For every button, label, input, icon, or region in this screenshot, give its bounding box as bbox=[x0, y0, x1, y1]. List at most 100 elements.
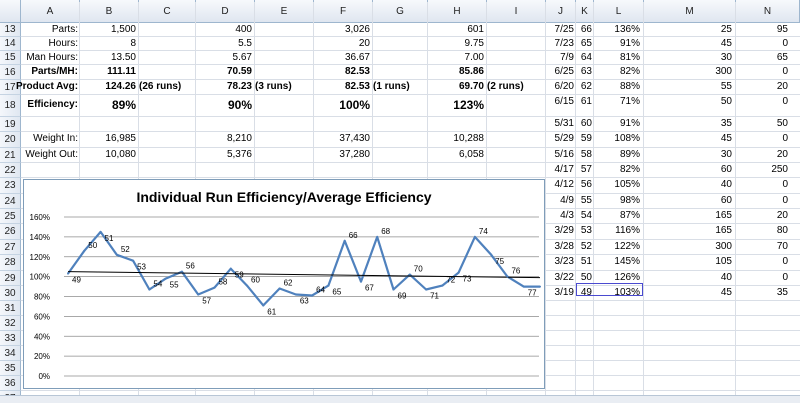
run-cell-n[interactable]: 35 bbox=[776, 287, 788, 298]
run-cell-m[interactable]: 55 bbox=[720, 81, 732, 92]
run-cell-j[interactable]: 6/20 bbox=[554, 81, 574, 92]
run-cell-m[interactable]: 105 bbox=[715, 256, 732, 267]
label-man-hours[interactable]: Man Hours: bbox=[26, 52, 78, 63]
cell-h-parts-mh[interactable]: 85.86 bbox=[458, 66, 484, 77]
cell-b-runs[interactable]: (26 runs) bbox=[139, 81, 182, 92]
run-cell-n[interactable]: 0 bbox=[782, 38, 788, 49]
cell-b-weight-in[interactable]: 16,985 bbox=[105, 133, 136, 144]
column-header-g[interactable]: G bbox=[373, 0, 428, 23]
run-cell-l[interactable]: 82% bbox=[619, 164, 640, 175]
run-cell-l[interactable]: 122% bbox=[614, 241, 640, 252]
select-all-corner[interactable] bbox=[0, 0, 21, 23]
run-cell-n[interactable]: 0 bbox=[782, 195, 788, 206]
cell-h-parts[interactable]: 601 bbox=[467, 24, 484, 35]
run-cell-l[interactable]: 89% bbox=[619, 149, 640, 160]
cell-f-hours[interactable]: 20 bbox=[358, 38, 370, 49]
row-header[interactable]: 26 bbox=[0, 224, 21, 240]
run-cell-l[interactable]: 136% bbox=[614, 24, 640, 35]
cell-f-parts[interactable]: 3,026 bbox=[344, 24, 370, 35]
label-weight-out[interactable]: Weight Out: bbox=[25, 149, 78, 160]
row-header[interactable]: 29 bbox=[0, 271, 21, 286]
row-header[interactable]: 19 bbox=[0, 117, 21, 132]
cell-h-weight-out[interactable]: 6,058 bbox=[458, 149, 484, 160]
run-cell-m[interactable]: 300 bbox=[715, 66, 732, 77]
run-cell-k[interactable]: 51 bbox=[580, 256, 592, 267]
row-header[interactable]: 31 bbox=[0, 301, 21, 316]
label-weight-in[interactable]: Weight In: bbox=[33, 133, 78, 144]
run-cell-j[interactable]: 3/22 bbox=[554, 272, 574, 283]
run-cell-j[interactable]: 6/15 bbox=[554, 96, 574, 107]
run-cell-n[interactable]: 0 bbox=[782, 256, 788, 267]
cell-d-parts-mh[interactable]: 70.59 bbox=[226, 66, 252, 77]
run-cell-m[interactable]: 50 bbox=[720, 96, 732, 107]
row-header[interactable]: 33 bbox=[0, 331, 21, 346]
row-header[interactable]: 30 bbox=[0, 286, 21, 301]
cell-h-man-hours[interactable]: 7.00 bbox=[464, 52, 484, 63]
row-header[interactable]: 25 bbox=[0, 209, 21, 224]
cell-d-weight-out[interactable]: 5,376 bbox=[226, 149, 252, 160]
run-cell-n[interactable]: 95 bbox=[776, 24, 788, 35]
row-header[interactable]: 13 bbox=[0, 23, 21, 37]
column-header-d[interactable]: D bbox=[196, 0, 255, 23]
cell-f-efficiency[interactable]: 100% bbox=[339, 98, 370, 112]
run-cell-l[interactable]: 88% bbox=[619, 81, 640, 92]
run-cell-m[interactable]: 30 bbox=[720, 149, 732, 160]
run-cell-k[interactable]: 57 bbox=[580, 164, 592, 175]
column-header-b[interactable]: B bbox=[80, 0, 139, 23]
run-cell-j[interactable]: 3/28 bbox=[554, 241, 574, 252]
run-cell-j[interactable]: 3/19 bbox=[554, 287, 574, 298]
cell-b-parts-mh[interactable]: 111.11 bbox=[107, 66, 136, 77]
cell-b-parts[interactable]: 1,500 bbox=[110, 24, 136, 35]
row-header[interactable]: 27 bbox=[0, 240, 21, 255]
label-product-avg[interactable]: Product Avg: bbox=[16, 81, 79, 92]
run-cell-k[interactable]: 63 bbox=[580, 66, 592, 77]
run-cell-m[interactable]: 35 bbox=[720, 118, 732, 129]
run-cell-l[interactable]: 145% bbox=[614, 256, 640, 267]
row-header[interactable]: 32 bbox=[0, 316, 21, 331]
run-cell-k[interactable]: 66 bbox=[580, 24, 592, 35]
run-cell-j[interactable]: 6/25 bbox=[554, 66, 574, 77]
cell-f-runs[interactable]: (1 runs) bbox=[373, 81, 410, 92]
cell-b-weight-out[interactable]: 10,080 bbox=[105, 149, 136, 160]
run-cell-l[interactable]: 91% bbox=[619, 118, 640, 129]
label-parts[interactable]: Parts: bbox=[51, 24, 78, 35]
cell-d-runs[interactable]: (3 runs) bbox=[255, 81, 292, 92]
run-cell-m[interactable]: 165 bbox=[715, 225, 732, 236]
run-cell-k[interactable]: 54 bbox=[580, 210, 592, 221]
column-header-f[interactable]: F bbox=[314, 0, 373, 23]
run-cell-l[interactable]: 87% bbox=[619, 210, 640, 221]
cell-f-man-hours[interactable]: 36.67 bbox=[344, 52, 370, 63]
run-cell-l[interactable]: 108% bbox=[614, 133, 640, 144]
run-cell-m[interactable]: 60 bbox=[720, 164, 732, 175]
cell-h-hours[interactable]: 9.75 bbox=[464, 38, 484, 49]
run-cell-m[interactable]: 45 bbox=[720, 38, 732, 49]
run-cell-k[interactable]: 50 bbox=[580, 272, 592, 283]
run-cell-n[interactable]: 0 bbox=[782, 96, 788, 107]
run-cell-j[interactable]: 5/31 bbox=[554, 118, 574, 129]
run-cell-j[interactable]: 5/16 bbox=[554, 149, 574, 160]
run-cell-n[interactable]: 20 bbox=[776, 81, 788, 92]
column-header-e[interactable]: E bbox=[255, 0, 314, 23]
cell-d-efficiency[interactable]: 90% bbox=[227, 98, 252, 112]
run-cell-l[interactable]: 116% bbox=[615, 225, 640, 236]
run-cell-k[interactable]: 65 bbox=[580, 38, 592, 49]
label-efficiency[interactable]: Efficiency: bbox=[27, 99, 78, 110]
label-hours[interactable]: Hours: bbox=[48, 38, 78, 49]
run-cell-k[interactable]: 52 bbox=[580, 241, 592, 252]
run-cell-k[interactable]: 59 bbox=[580, 133, 592, 144]
run-cell-j[interactable]: 4/17 bbox=[554, 164, 574, 175]
run-cell-k[interactable]: 64 bbox=[580, 52, 592, 63]
run-cell-n[interactable]: 0 bbox=[782, 179, 788, 190]
column-header-m[interactable]: M bbox=[644, 0, 736, 23]
row-header[interactable]: 28 bbox=[0, 255, 21, 271]
run-cell-l[interactable]: 91% bbox=[619, 38, 640, 49]
run-cell-m[interactable]: 165 bbox=[715, 210, 732, 221]
run-cell-j[interactable]: 3/29 bbox=[554, 225, 574, 236]
row-header[interactable]: 15 bbox=[0, 51, 21, 65]
run-cell-l[interactable]: 126% bbox=[614, 272, 640, 283]
row-header[interactable]: 23 bbox=[0, 178, 21, 194]
run-cell-l[interactable]: 98% bbox=[619, 195, 640, 206]
run-cell-l[interactable]: 105% bbox=[614, 179, 640, 190]
row-header[interactable]: 36 bbox=[0, 376, 21, 391]
cell-f-weight-out[interactable]: 37,280 bbox=[339, 149, 370, 160]
